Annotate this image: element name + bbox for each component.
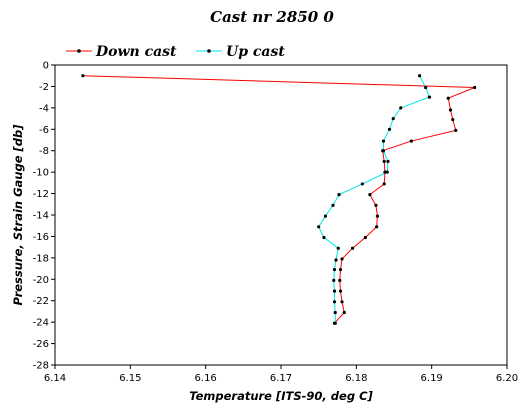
data-point-down-cast [446, 96, 450, 100]
y-tick-label: -28 [33, 361, 49, 372]
data-point-up-cast [427, 95, 432, 99]
data-point-down-cast [375, 225, 379, 229]
data-point-up-cast [333, 310, 337, 315]
y-tick-label: -16 [33, 232, 49, 243]
data-point-down-cast [338, 278, 342, 282]
data-point-down-cast [342, 310, 346, 315]
data-point-up-cast [332, 289, 337, 293]
y-tick-label: -22 [33, 296, 49, 307]
data-point-up-cast [387, 127, 392, 131]
y-tick-label: -20 [33, 275, 49, 286]
data-point-up-cast [336, 246, 340, 250]
y-tick-label: -12 [33, 189, 49, 200]
data-point-up-cast [385, 170, 389, 174]
data-point-up-cast [418, 74, 422, 78]
x-tick-label: 6.20 [496, 373, 518, 384]
data-point-up-cast [424, 85, 428, 90]
data-point-up-cast [331, 203, 335, 207]
y-tick-label: -10 [33, 168, 49, 179]
y-tick-label: -26 [33, 339, 49, 350]
data-point-up-cast [360, 182, 364, 186]
y-tick-label: -18 [33, 253, 49, 264]
y-tick-label: -8 [39, 146, 49, 157]
data-point-up-cast [333, 321, 337, 325]
data-point-up-cast [381, 139, 386, 143]
legend-label-down-cast: Down cast [95, 44, 177, 60]
y-tick-label: -14 [33, 211, 49, 222]
data-point-down-cast [473, 85, 477, 90]
data-point-down-cast [340, 257, 344, 261]
legend-item-down-cast: Down cast [66, 44, 177, 60]
x-tick-label: 6.16 [195, 373, 217, 384]
y-tick-label: -24 [33, 318, 49, 329]
x-tick-label: 6.17 [270, 373, 292, 384]
x-axis-title: Temperature [ITS-90, deg C] [189, 389, 373, 403]
data-point-up-cast [332, 278, 336, 282]
x-tick-label: 6.19 [421, 373, 443, 384]
data-point-up-cast [381, 149, 386, 153]
data-point-down-cast [374, 203, 378, 207]
y-tick-label: 0 [43, 61, 49, 72]
x-tick-label: 6.18 [345, 373, 367, 384]
legend-item-up-cast: Up cast [196, 44, 285, 60]
series-line-down-cast [82, 75, 475, 324]
data-point-down-cast [350, 246, 355, 250]
data-point-up-cast [386, 159, 390, 164]
y-axis: 0 -2 -4 -6 -8 -10 -12 -14 -16 -18 -20 -22 -24 -26 -28 [33, 61, 55, 372]
data-point-down-cast [375, 214, 380, 218]
data-point-down-cast [363, 235, 367, 240]
plot-area [54, 64, 508, 366]
y-tick-label: -4 [39, 103, 49, 114]
legend-marker-up-cast [207, 49, 211, 53]
x-tick-label: 6.14 [44, 373, 66, 384]
y-tick-label: -2 [39, 82, 49, 93]
data-point-down-cast [383, 170, 387, 174]
legend-label-up-cast: Up cast [226, 44, 285, 60]
chart-title: Cast nr 2850 0 [210, 8, 334, 26]
data-point-up-cast [323, 214, 328, 218]
legend: Down cast Up cast [66, 44, 285, 60]
data-point-down-cast [338, 289, 343, 293]
data-point-up-cast [322, 235, 326, 240]
data-point-down-cast [368, 193, 372, 197]
data-point-down-cast [448, 108, 453, 112]
y-tick-label: -6 [39, 125, 49, 136]
data-point-down-cast [454, 128, 458, 132]
data-point-down-cast [451, 118, 455, 122]
data-point-up-cast [317, 225, 321, 229]
data-point-up-cast [391, 116, 395, 121]
data-point-up-cast [337, 193, 341, 197]
data-point-down-cast [382, 159, 386, 164]
data-point-down-cast [340, 300, 344, 304]
legend-marker-down-cast [77, 49, 81, 53]
data-point-down-cast [338, 268, 343, 272]
x-tick-label: 6.15 [119, 373, 141, 384]
series-line-up-cast [318, 75, 431, 324]
data-point-up-cast [399, 106, 403, 110]
data-point-up-cast [334, 258, 338, 262]
x-axis: 6.14 6.15 6.16 6.17 6.18 6.19 6.20 [44, 365, 518, 384]
data-point-up-cast [332, 268, 337, 272]
series-layer [81, 74, 477, 325]
data-point-down-cast [81, 74, 85, 78]
data-point-down-cast [382, 182, 386, 186]
data-point-up-cast [332, 300, 337, 304]
data-point-down-cast [409, 139, 413, 143]
y-axis-title: Pressure, Strain Gauge [db] [11, 124, 25, 306]
